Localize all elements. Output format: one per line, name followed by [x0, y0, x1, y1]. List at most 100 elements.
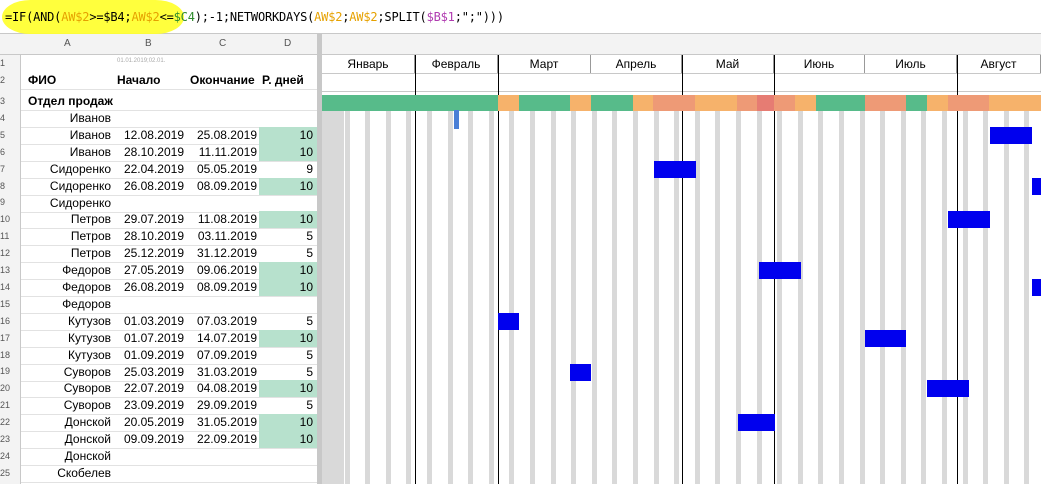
cell-name[interactable]: Кутузов [67, 330, 111, 345]
cell-name[interactable]: Скобелев [57, 465, 111, 480]
cell-name[interactable]: Сидоренко [49, 195, 111, 210]
row-number[interactable]: 7 [0, 163, 6, 174]
cell-end[interactable]: 11.11.2019 [198, 144, 257, 159]
cell-days[interactable] [259, 195, 317, 212]
header-start[interactable]: Начало [117, 73, 161, 87]
column-header-b[interactable]: B [145, 38, 152, 49]
row-number[interactable]: 22 [0, 417, 11, 428]
load-segment[interactable] [906, 95, 927, 111]
load-segment[interactable] [968, 95, 989, 111]
cell-name[interactable]: Иванов [69, 127, 111, 142]
cell-name[interactable]: Суворов [63, 381, 111, 396]
cell-days[interactable]: 5 [306, 398, 313, 413]
vacation-bar[interactable] [738, 414, 775, 432]
row-number[interactable]: 2 [0, 75, 6, 85]
cell-end[interactable]: 25.08.2019 [196, 127, 257, 142]
department-label[interactable]: Отдел продаж [28, 94, 113, 108]
cell-end[interactable] [189, 296, 257, 313]
cell-name[interactable]: Донской [64, 415, 111, 430]
cell-end[interactable]: 08.09.2019 [196, 178, 257, 193]
cell-days[interactable]: 10 [259, 380, 317, 398]
vacation-bar[interactable] [498, 312, 519, 330]
cell-start[interactable]: 12.08.2019 [123, 127, 184, 142]
vacation-bar[interactable] [1032, 279, 1041, 296]
cell-start[interactable]: 27.05.2019 [123, 263, 184, 278]
cell-end[interactable]: 31.05.2019 [196, 415, 257, 430]
cell-start[interactable]: 28.10.2019 [123, 144, 184, 159]
cell-end[interactable]: 04.08.2019 [196, 381, 257, 396]
load-segment[interactable] [498, 95, 519, 111]
cell-name[interactable]: Петров [70, 246, 111, 261]
cell-days[interactable]: 10 [259, 211, 317, 229]
load-segment[interactable] [570, 95, 591, 111]
cell-name[interactable]: Донской [64, 449, 111, 463]
header-days[interactable]: Р. дней [262, 73, 304, 87]
row-number[interactable]: 4 [0, 112, 6, 123]
cell-start[interactable]: 29.07.2019 [123, 212, 184, 227]
cell-days[interactable] [259, 465, 317, 482]
column-header-d[interactable]: D [284, 38, 292, 49]
load-segment[interactable] [795, 95, 816, 111]
row-number[interactable]: 5 [0, 129, 6, 140]
cell-end[interactable]: 11.08.2019 [197, 212, 257, 227]
load-segment[interactable] [757, 95, 774, 111]
cell-days[interactable]: 10 [259, 177, 317, 195]
cell-name[interactable]: Кутузов [67, 313, 111, 328]
load-segment[interactable] [816, 95, 865, 111]
cell-start[interactable] [116, 465, 184, 482]
load-segment[interactable] [948, 95, 968, 111]
cell-end[interactable]: 22.09.2019 [196, 432, 257, 447]
cell-end[interactable]: 31.12.2019 [196, 246, 257, 261]
cell-start[interactable] [116, 110, 184, 127]
vacation-bar[interactable] [865, 329, 906, 347]
cell-days[interactable]: 10 [259, 414, 317, 432]
cell-days[interactable]: 5 [306, 347, 313, 362]
cell-start[interactable] [116, 195, 184, 212]
cell-start[interactable]: 26.08.2019 [123, 280, 184, 294]
row-number[interactable]: 23 [0, 434, 11, 444]
cell-name[interactable]: Донской [64, 432, 111, 447]
cell-name[interactable]: Сидоренко [49, 178, 111, 193]
cell-start[interactable]: 25.12.2019 [123, 246, 184, 261]
vacation-bar[interactable] [654, 160, 696, 178]
row-number[interactable]: 20 [0, 383, 11, 394]
formula-text[interactable]: =IF(AND(AW$2>=$B4;AW$2<=$C4);-1;NETWORKD… [5, 10, 504, 24]
vacation-bar[interactable] [948, 211, 990, 229]
cell-name[interactable]: Федоров [62, 263, 111, 278]
row-number[interactable]: 11 [0, 231, 10, 242]
cell-start[interactable]: 20.05.2019 [123, 415, 184, 430]
cell-name[interactable]: Суворов [63, 364, 111, 379]
cell-days[interactable]: 9 [306, 161, 313, 176]
cell-name[interactable]: Кутузов [67, 347, 111, 362]
cell-end[interactable]: 07.03.2019 [196, 313, 257, 328]
cell-days[interactable] [259, 296, 317, 313]
cell-name[interactable]: Федоров [62, 280, 111, 294]
cell-name[interactable]: Иванов [69, 144, 111, 159]
cell-days[interactable] [259, 110, 317, 127]
load-segment[interactable] [737, 95, 757, 111]
cell-end[interactable] [189, 110, 257, 127]
cell-name[interactable]: Сидоренко [49, 161, 111, 176]
cell-end[interactable]: 29.09.2019 [196, 398, 257, 413]
load-segment[interactable] [865, 95, 906, 111]
row-number[interactable]: 16 [0, 315, 11, 326]
cell-start[interactable]: 01.09.2019 [123, 347, 184, 362]
cell-start[interactable]: 09.09.2019 [123, 432, 184, 447]
cell-days[interactable]: 10 [259, 126, 317, 144]
cell-start[interactable]: 01.03.2019 [123, 313, 184, 328]
load-segment[interactable] [653, 95, 695, 111]
load-segment[interactable] [591, 95, 633, 111]
row-number[interactable]: 21 [0, 400, 11, 411]
row-number[interactable]: 24 [0, 450, 11, 461]
cell-start[interactable]: 26.08.2019 [123, 178, 184, 193]
row-number[interactable]: 18 [0, 349, 11, 360]
cell-days[interactable] [259, 448, 317, 465]
vacation-bar[interactable] [927, 380, 969, 398]
frozen-divider[interactable] [317, 34, 322, 484]
row-number[interactable]: 19 [0, 366, 11, 377]
cell-name[interactable]: Федоров [62, 296, 111, 311]
cell-days[interactable]: 10 [259, 329, 317, 347]
formula-bar[interactable]: =IF(AND(AW$2>=$B4;AW$2<=$C4);-1;NETWORKD… [0, 0, 1041, 34]
load-segment[interactable] [695, 95, 737, 111]
row-number[interactable]: 13 [0, 265, 11, 275]
